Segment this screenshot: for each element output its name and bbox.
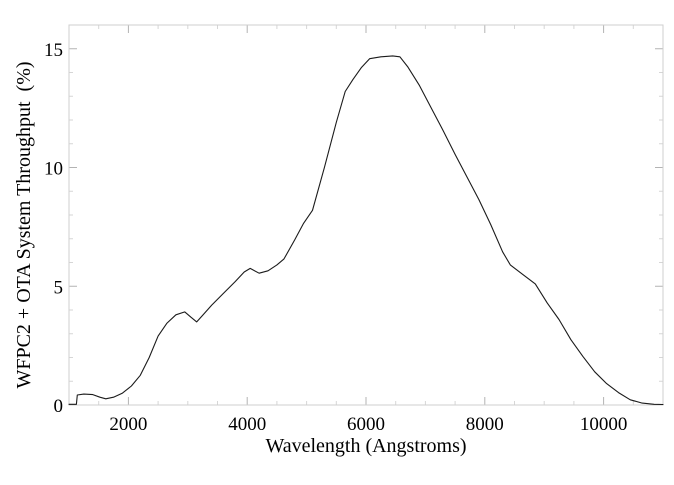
ticks-layer [69, 25, 663, 406]
x-tick-label: 4000 [228, 414, 266, 435]
x-tick-label: 8000 [466, 414, 504, 435]
y-axis-title: WFPC2 + OTA System Throughput (%) [13, 61, 35, 388]
x-tick-label: 10000 [580, 414, 628, 435]
y-tick-label: 10 [44, 159, 63, 180]
throughput-curve [68, 55, 664, 406]
y-tick-label: 5 [54, 277, 64, 298]
x-tick-label: 2000 [109, 414, 147, 435]
y-tick-label: 0 [54, 396, 64, 417]
tick-labels-layer: 2000 4000 6000 8000 10000 0 5 10 15 [44, 40, 627, 435]
x-tick-label: 6000 [347, 414, 385, 435]
x-axis-title: Wavelength (Angstroms) [265, 435, 466, 457]
plot-frame [68, 24, 664, 406]
y-tick-label: 15 [44, 40, 63, 61]
